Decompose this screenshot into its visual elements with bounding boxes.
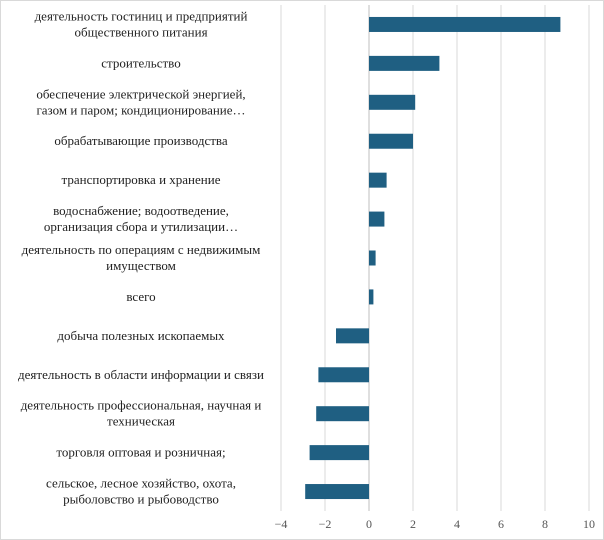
bar [316,406,369,422]
x-tick-label: 0 [366,517,372,531]
category-label: всего [126,289,155,304]
bars [305,16,561,500]
x-tick-label: 8 [542,517,548,531]
category-label: торговля оптовая и розничная; [56,445,225,460]
category-label: транспортировка и хранение [62,172,221,187]
bar [369,16,561,32]
bar [305,484,369,500]
bar [369,289,374,305]
category-label: добыча полезных ископаемых [57,328,225,343]
x-tick-label: −2 [319,517,332,531]
category-label: строительство [101,55,180,70]
category-label: деятельность профессиональная, научная и… [21,398,262,429]
x-tick-label: 2 [410,517,416,531]
x-axis-ticks: −4 −2 0 2 4 6 8 10 [275,517,595,531]
x-tick-label: −4 [275,517,288,531]
bar [369,211,385,227]
bar [336,328,369,344]
x-tick-label: 10 [583,517,595,531]
category-label: обеспечение электрической энергией, газом… [36,86,245,117]
category-label: обрабатывающие производства [54,133,228,148]
bar [369,55,440,71]
category-label: деятельность в области информации и связ… [18,367,264,382]
x-tick-label: 6 [498,517,504,531]
bar [369,94,416,110]
bar [369,172,387,188]
bar [309,445,369,461]
bar [318,367,369,383]
category-label: деятельность по операциям с недвижимым им… [22,242,261,273]
category-label: водоснабжение; водоотведение, организация… [44,203,238,234]
bar [369,133,413,149]
category-labels: деятельность гостиниц и предприятий общес… [18,8,264,506]
category-label: деятельность гостиниц и предприятий общес… [35,8,248,39]
grid-lines [280,5,590,511]
bar [369,250,376,266]
x-tick-label: 4 [454,517,460,531]
category-label: сельское, лесное хозяйство, охота, рыболо… [46,476,236,507]
